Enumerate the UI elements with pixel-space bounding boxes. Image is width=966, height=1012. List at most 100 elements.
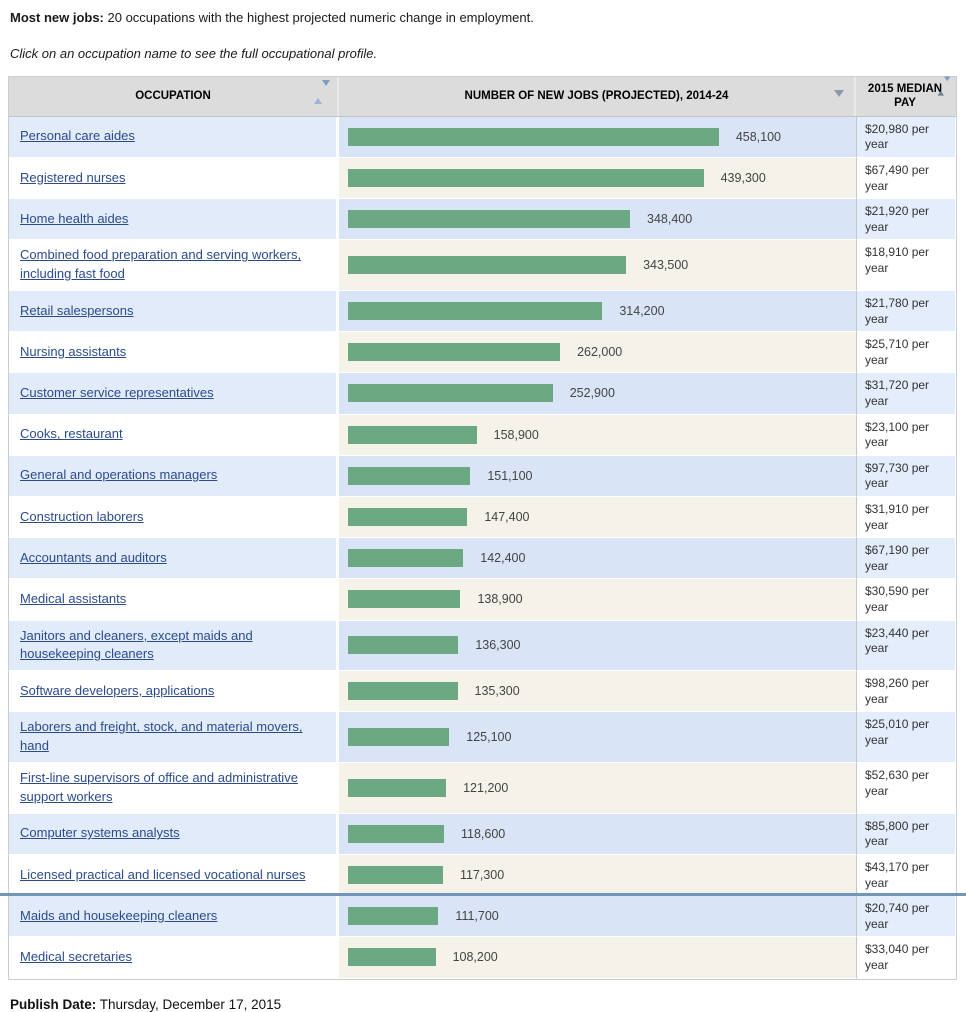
median-pay-cell: $20,740 per year: [856, 896, 955, 938]
jobs-bar-cell: 108,200: [339, 937, 856, 979]
occupation-cell: Accountants and auditors: [9, 538, 339, 580]
jobs-bar-cell: 136,300: [339, 620, 856, 672]
occupation-cell: Construction laborers: [9, 496, 339, 539]
occupation-link[interactable]: Licensed practical and licensed vocation…: [20, 866, 306, 882]
jobs-bar-cell: 252,900: [339, 373, 856, 415]
occupation-link[interactable]: Laborers and freight, stock, and materia…: [20, 719, 303, 754]
occupation-link[interactable]: Janitors and cleaners, except maids and …: [20, 627, 253, 662]
median-pay-cell: $25,710 per year: [856, 332, 955, 374]
jobs-bar-cell: 262,000: [339, 332, 856, 374]
median-pay-value: $52,630 per year: [865, 768, 930, 798]
jobs-bar-cell: 151,100: [339, 455, 856, 497]
occupation-cell: First-line supervisors of office and adm…: [9, 763, 339, 814]
jobs-bar: [348, 948, 436, 967]
jobs-bar: [348, 210, 631, 229]
jobs-bar: [348, 425, 477, 444]
jobs-value-label: 125,100: [466, 730, 512, 745]
sort-descending-icon[interactable]: [834, 90, 844, 97]
jobs-bar-cell: 117,300: [339, 854, 856, 897]
table-row: Laborers and freight, stock, and materia…: [9, 712, 956, 764]
occupation-link[interactable]: Combined food preparation and serving wo…: [20, 247, 302, 282]
occupation-cell: Licensed practical and licensed vocation…: [9, 854, 339, 897]
jobs-bar: [348, 728, 450, 747]
median-pay-cell: $20,980 per year: [856, 116, 955, 158]
sort-up-down-icon[interactable]: [314, 80, 330, 104]
column-header-jobs[interactable]: NUMBER OF NEW JOBS (PROJECTED), 2014-24: [339, 77, 856, 116]
table-row: First-line supervisors of office and adm…: [9, 763, 956, 814]
median-pay-value: $23,100 per year: [865, 419, 930, 450]
median-pay-value: $31,910 per year: [865, 501, 930, 532]
occupation-link[interactable]: Medical assistants: [20, 590, 127, 606]
table-row: Accountants and auditors 142,400 $67,190…: [9, 538, 956, 580]
occupation-cell: Nursing assistants: [9, 332, 339, 374]
jobs-value-label: 439,300: [720, 171, 766, 186]
median-pay-cell: $67,490 per year: [856, 157, 955, 200]
jobs-bar-cell: 458,100: [339, 116, 856, 158]
jobs-bar-cell: 125,100: [339, 712, 856, 764]
median-pay-cell: $23,440 per year: [856, 620, 955, 672]
occupation-link[interactable]: Personal care aides: [20, 128, 135, 144]
sort-up-down-icon[interactable]: [937, 76, 951, 96]
median-pay-cell: $21,780 per year: [856, 291, 955, 333]
median-pay-value: $21,920 per year: [865, 204, 930, 234]
median-pay-cell: $33,040 per year: [856, 937, 955, 979]
jobs-value-label: 118,600: [461, 826, 506, 841]
jobs-bar: [348, 508, 468, 527]
occupation-link[interactable]: Nursing assistants: [20, 343, 127, 359]
median-pay-cell: $23,100 per year: [856, 414, 955, 456]
jobs-bar-cell: 158,900: [339, 414, 856, 456]
occupation-cell: Cooks, restaurant: [9, 414, 339, 456]
occupation-cell: Customer service representatives: [9, 373, 339, 415]
occupation-cell: Personal care aides: [9, 116, 339, 158]
occupation-link[interactable]: Maids and housekeeping cleaners: [20, 907, 218, 923]
publish-date-value: Thursday, December 17, 2015: [96, 996, 282, 1012]
median-pay-value: $31,720 per year: [865, 378, 930, 408]
jobs-bar-cell: 135,300: [339, 671, 856, 713]
jobs-bar: [348, 778, 447, 797]
occupation-cell: Software developers, applications: [9, 671, 339, 713]
occupation-link[interactable]: Accountants and auditors: [20, 549, 167, 565]
occupation-link[interactable]: General and operations managers: [20, 467, 218, 483]
column-header-pay[interactable]: 2015 MEDIAN PAY: [856, 76, 954, 116]
occupation-link[interactable]: Retail salespersons: [20, 302, 134, 318]
occupation-link[interactable]: Cooks, restaurant: [20, 426, 123, 442]
occupation-link[interactable]: Computer systems analysts: [20, 825, 180, 841]
jobs-value-label: 138,900: [477, 592, 523, 607]
median-pay-cell: $52,630 per year: [856, 763, 955, 814]
occupation-link[interactable]: Construction laborers: [20, 508, 144, 524]
occupation-link[interactable]: Registered nurses: [20, 169, 126, 185]
jobs-bar-cell: 348,400: [339, 199, 856, 241]
jobs-value-label: 111,700: [455, 909, 499, 924]
occupation-link[interactable]: Software developers, applications: [20, 682, 215, 698]
jobs-value-label: 121,200: [463, 780, 509, 795]
jobs-bar-cell: 142,400: [339, 538, 856, 580]
jobs-bar-cell: 118,600: [339, 813, 856, 855]
jobs-bar-cell: 439,300: [339, 157, 856, 200]
column-header-occupation[interactable]: OCCUPATION: [9, 77, 339, 116]
occupation-link[interactable]: Home health aides: [20, 210, 129, 226]
occupation-cell: Janitors and cleaners, except maids and …: [9, 620, 339, 672]
median-pay-value: $25,010 per year: [865, 717, 930, 747]
occupation-cell: Home health aides: [9, 199, 339, 241]
table-row: Medical assistants 138,900 $30,590 per y…: [9, 579, 956, 621]
occupation-cell: Medical assistants: [9, 579, 339, 621]
median-pay-value: $20,980 per year: [865, 121, 930, 152]
occupation-link[interactable]: Customer service representatives: [20, 385, 214, 401]
median-pay-value: $21,780 per year: [865, 296, 930, 326]
table-header-row: OCCUPATION NUMBER OF NEW JOBS (PROJECTED…: [9, 76, 956, 117]
intro-text: Most new jobs: 20 occupations with the h…: [8, 8, 958, 25]
occupation-link[interactable]: First-line supervisors of office and adm…: [20, 770, 298, 804]
table-row: Registered nurses 439,300 $67,490 per ye…: [9, 157, 956, 200]
jobs-bar-cell: 343,500: [339, 240, 856, 291]
table-row: Nursing assistants 262,000 $25,710 per y…: [9, 332, 956, 374]
jobs-bar: [348, 866, 443, 885]
publish-date-label: Publish Date:: [10, 996, 97, 1012]
median-pay-cell: $30,590 per year: [856, 579, 955, 621]
median-pay-value: $18,910 per year: [865, 245, 930, 275]
occupation-cell: Maids and housekeeping cleaners: [9, 896, 339, 938]
median-pay-value: $30,590 per year: [865, 584, 930, 614]
median-pay-value: $23,440 per year: [865, 625, 930, 656]
bottom-divider: [0, 893, 966, 896]
occupation-link[interactable]: Medical secretaries: [20, 948, 132, 964]
jobs-bar: [348, 302, 603, 321]
